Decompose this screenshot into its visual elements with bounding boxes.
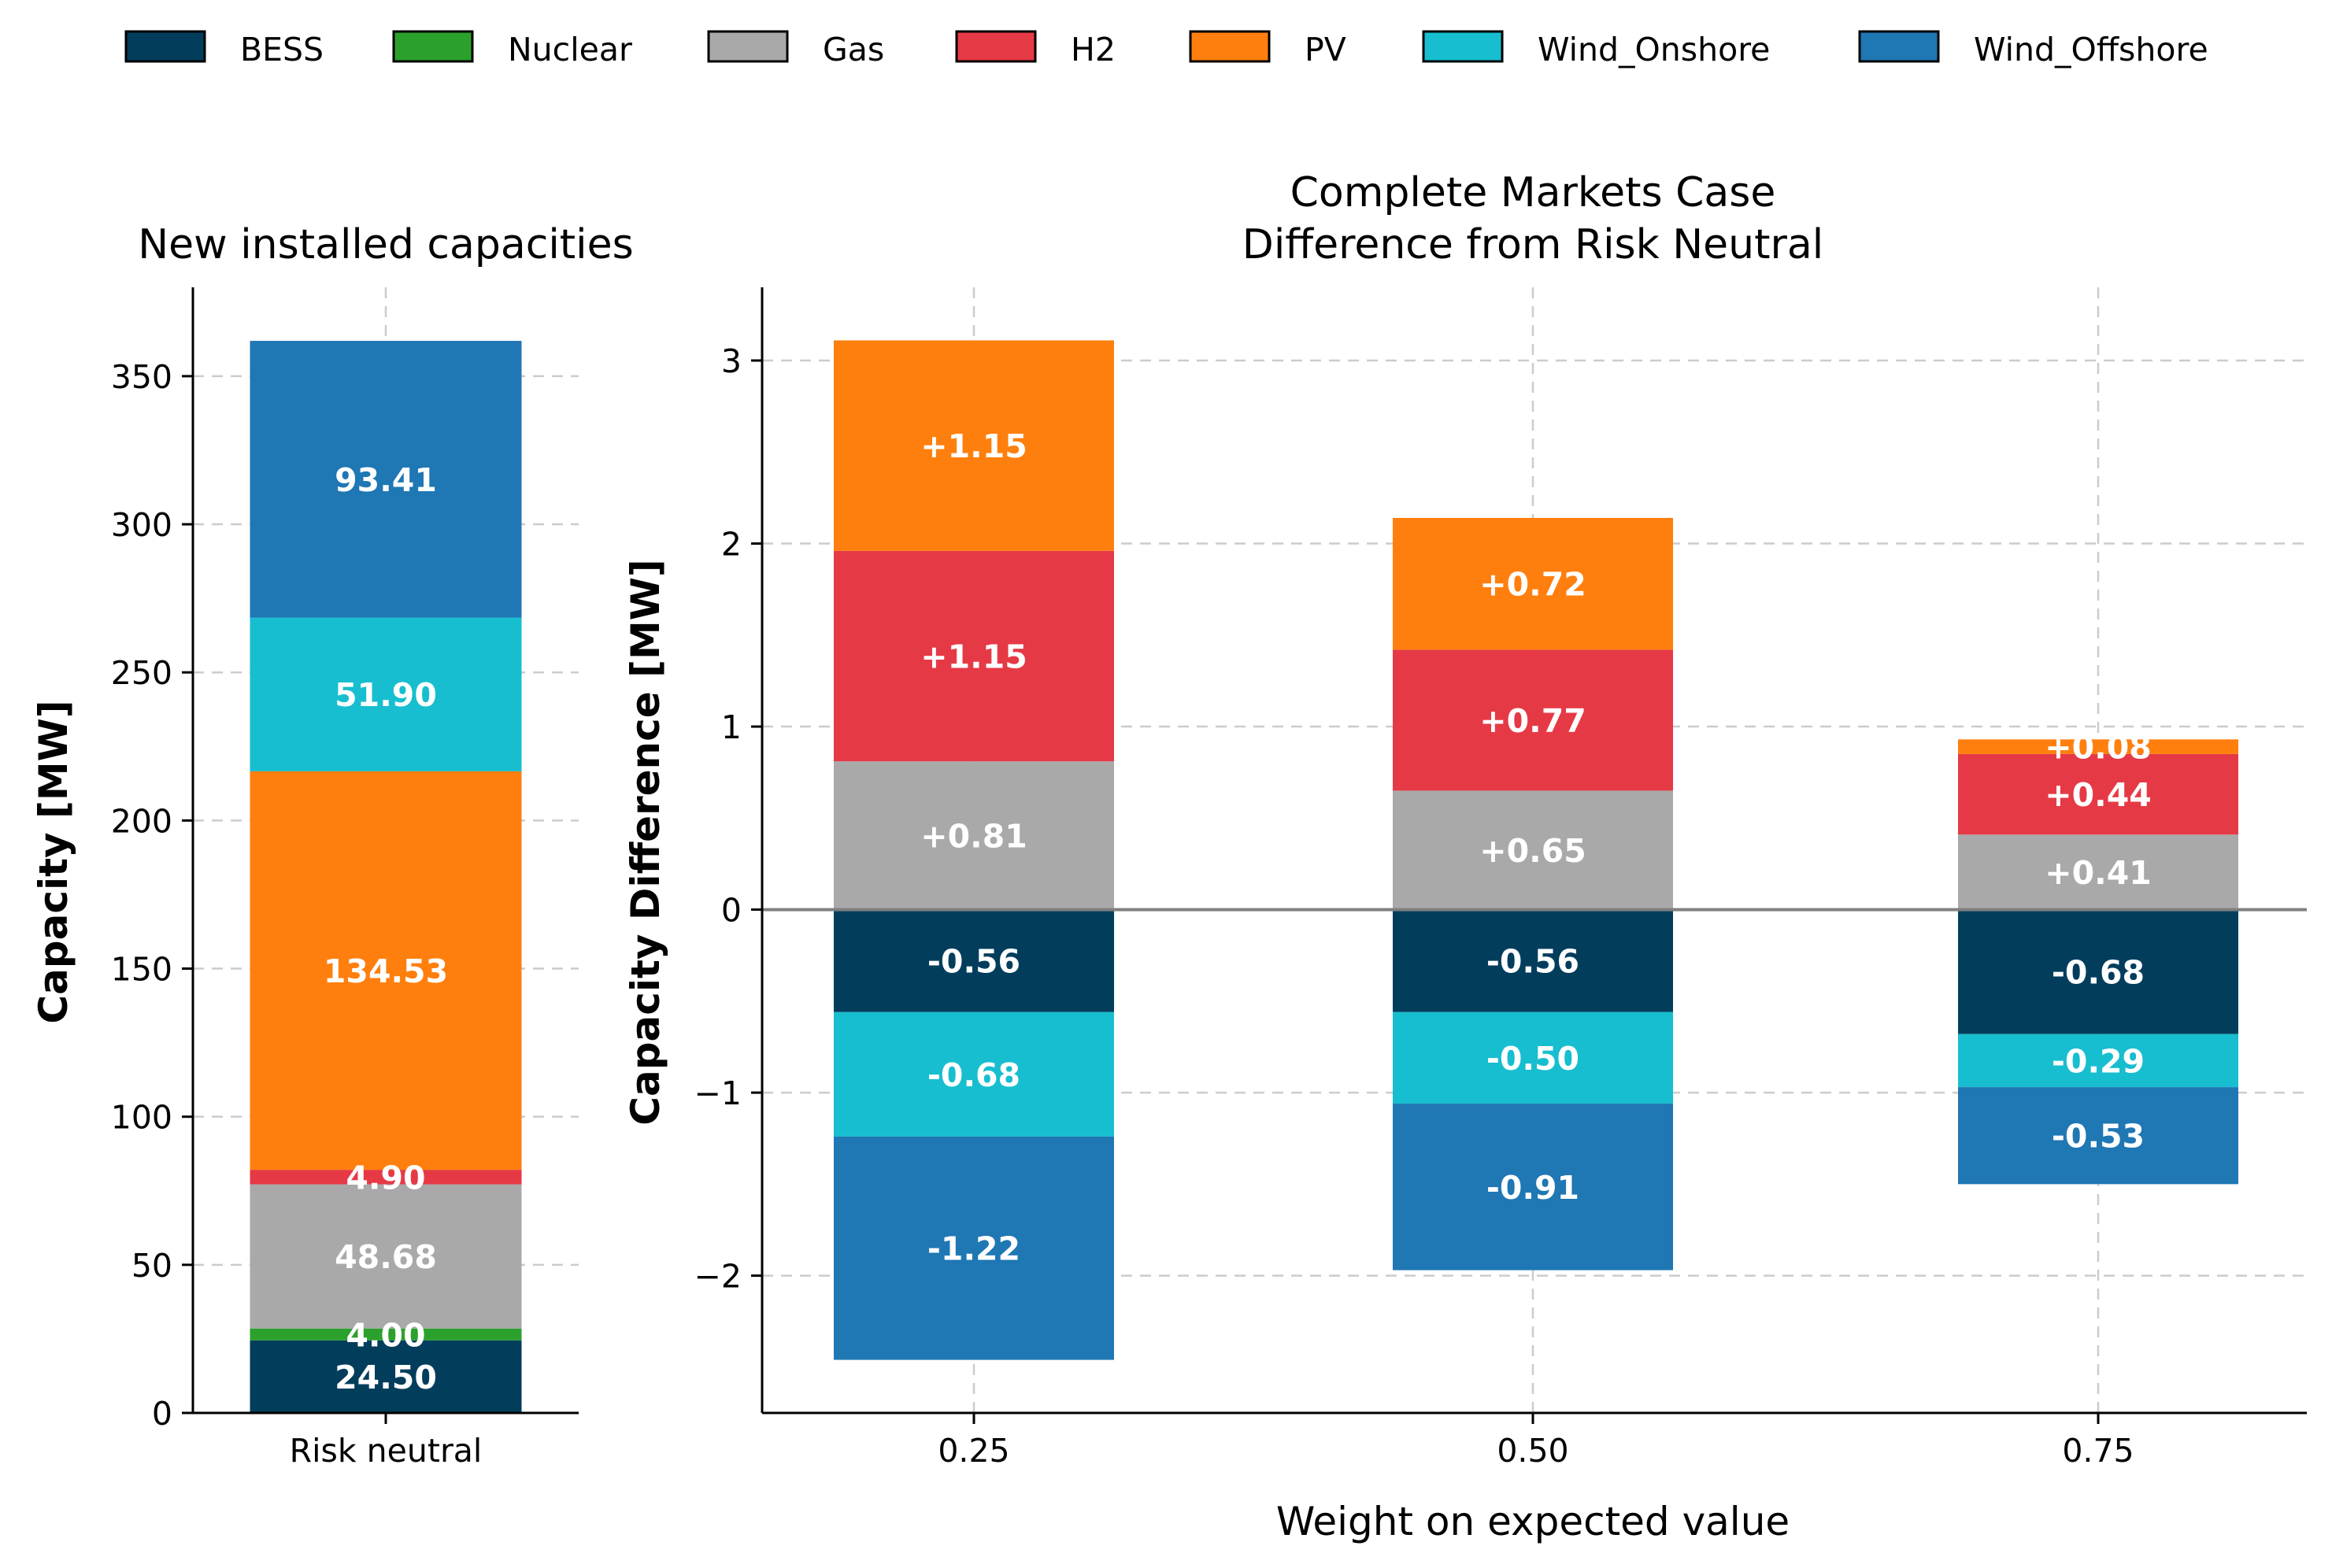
chart2-ytick-label: 0 bbox=[721, 892, 742, 930]
installed-capacity-chart: New installed capacities 24.50 4.00 48.68 4… bbox=[31, 221, 634, 1470]
chart1-data-label-h2: 4.90 bbox=[346, 1159, 425, 1196]
chart1-ytick-label: 350 bbox=[111, 358, 172, 396]
chart2-bar-bess bbox=[1958, 909, 2238, 1034]
chart1-bar-nuclear bbox=[250, 1328, 522, 1341]
chart2-data-label-h2: +0.44 bbox=[2045, 776, 2152, 814]
capacity-difference-chart: Complete Markets Case Difference from Ri… bbox=[623, 169, 2307, 1544]
legend-swatch-wind-onshore bbox=[1422, 30, 1504, 63]
chart2-ytick-label: 2 bbox=[721, 526, 742, 564]
legend-swatch-gas bbox=[707, 30, 789, 63]
chart2-bar-pv bbox=[1393, 517, 1673, 650]
legend-swatch-bess bbox=[124, 30, 206, 63]
chart2-xtick-label: 0.50 bbox=[1497, 1432, 1568, 1470]
chart2-bar-gas bbox=[834, 761, 1114, 910]
chart1-data-label-bess: 24.50 bbox=[335, 1359, 437, 1396]
chart2-data-label-bess: -0.68 bbox=[2052, 954, 2145, 992]
chart2-bar-wind-offshore bbox=[1393, 1104, 1673, 1270]
legend-label-wind-offshore: Wind_Offshore bbox=[1974, 31, 2208, 68]
chart2-data-label-gas: +0.81 bbox=[920, 817, 1027, 855]
legend-label-pv: PV bbox=[1305, 31, 1346, 68]
chart1-ytick-label: 100 bbox=[111, 1099, 172, 1137]
legend-label-wind-onshore: Wind_Onshore bbox=[1538, 31, 1770, 68]
chart1-bar-gas bbox=[250, 1184, 522, 1329]
chart1-ytick-label: 150 bbox=[111, 951, 172, 989]
chart1-bar-pv bbox=[250, 771, 522, 1170]
chart1-ylabel: Capacity [MW] bbox=[31, 700, 76, 1023]
chart2-data-label-wind-offshore: -1.22 bbox=[927, 1230, 1020, 1268]
chart2-xtick-label: 0.75 bbox=[2062, 1432, 2134, 1470]
chart2-bar-wind-onshore bbox=[1958, 1034, 2238, 1088]
chart2-ytick-label: −2 bbox=[694, 1258, 742, 1296]
chart1-bar-bess bbox=[250, 1340, 522, 1413]
chart2-bar-wind-offshore bbox=[1958, 1087, 2238, 1185]
legend-label-h2: H2 bbox=[1071, 31, 1116, 68]
chart2-bar-h2 bbox=[834, 550, 1114, 762]
chart2-bar-gas bbox=[1958, 834, 2238, 910]
chart2-ytick-label: −1 bbox=[694, 1074, 742, 1112]
chart2-data-label-gas: +0.41 bbox=[2045, 854, 2152, 892]
chart1-data-label-gas: 48.68 bbox=[335, 1238, 437, 1276]
legend-swatch-wind-offshore bbox=[1858, 30, 1940, 63]
chart1-data-label-nuclear: 4.00 bbox=[346, 1316, 425, 1354]
legend-label-bess: BESS bbox=[240, 31, 324, 68]
chart2-data-label-wind-onshore: -0.68 bbox=[927, 1056, 1020, 1094]
chart2-bar-wind-onshore bbox=[834, 1011, 1114, 1137]
chart2-title-line1: Complete Markets Case bbox=[1290, 169, 1776, 216]
legend-swatch-h2 bbox=[955, 30, 1037, 63]
chart2-bar-h2 bbox=[1958, 753, 2238, 835]
legend-label-gas: Gas bbox=[823, 31, 884, 68]
legend-label-nuclear: Nuclear bbox=[508, 31, 632, 68]
chart2-xtick-label: 0.25 bbox=[938, 1432, 1009, 1470]
legend: BESS Nuclear Gas H2 PV Wind_Onshore Wind_Offsh… bbox=[124, 30, 2208, 68]
chart2-data-label-h2: +0.77 bbox=[1479, 702, 1586, 740]
chart2-data-label-bess: -0.56 bbox=[927, 943, 1020, 981]
chart2-bar-bess bbox=[834, 909, 1114, 1012]
chart2-data-label-pv: +1.15 bbox=[920, 427, 1027, 465]
chart2-data-label-wind-offshore: -0.91 bbox=[1486, 1169, 1579, 1207]
chart2-data-label-h2: +1.15 bbox=[920, 638, 1027, 676]
chart2-data-label-bess: -0.56 bbox=[1486, 943, 1579, 981]
chart2-title-line2: Difference from Risk Neutral bbox=[1242, 221, 1823, 268]
chart2-ytick-label: 3 bbox=[721, 342, 742, 380]
chart2-data-label-pv: +0.72 bbox=[1479, 566, 1586, 604]
chart1-bar-h2 bbox=[250, 1170, 522, 1185]
chart2-data-label-pv: +0.08 bbox=[2045, 729, 2152, 767]
chart2-data-label-wind-offshore: -0.53 bbox=[2052, 1118, 2145, 1156]
chart2-ytick-label: 1 bbox=[721, 708, 742, 746]
chart2-bar-wind-offshore bbox=[834, 1136, 1114, 1360]
chart2-ylabel: Capacity Difference [MW] bbox=[623, 559, 668, 1125]
chart2-xlabel: Weight on expected value bbox=[1276, 1499, 1790, 1544]
chart2-data-label-wind-onshore: -0.29 bbox=[2052, 1042, 2145, 1080]
chart2-bar-h2 bbox=[1393, 649, 1673, 791]
chart2-bar-pv bbox=[834, 340, 1114, 551]
chart2-bar-gas bbox=[1393, 790, 1673, 910]
chart2-bar-pv bbox=[1958, 739, 2238, 754]
chart2-data-label-gas: +0.65 bbox=[1479, 832, 1586, 870]
chart1-ytick-label: 0 bbox=[152, 1395, 172, 1433]
chart1-ytick-label: 250 bbox=[111, 654, 172, 692]
chart1-ytick-label: 200 bbox=[111, 802, 172, 840]
chart1-data-label-wind-offshore: 93.41 bbox=[335, 461, 437, 499]
chart1-bar-wind-offshore bbox=[250, 341, 522, 618]
chart2-bar-bess bbox=[1393, 909, 1673, 1012]
legend-swatch-pv bbox=[1189, 30, 1271, 63]
chart1-data-label-wind-onshore: 51.90 bbox=[335, 676, 437, 714]
chart1-title: New installed capacities bbox=[138, 221, 633, 268]
chart1-ytick-label: 300 bbox=[111, 506, 172, 544]
legend-swatch-nuclear bbox=[392, 30, 474, 63]
chart2-bar-wind-onshore bbox=[1393, 1011, 1673, 1104]
chart2-data-label-wind-onshore: -0.50 bbox=[1486, 1040, 1579, 1078]
chart1-xtick-label: Risk neutral bbox=[290, 1432, 483, 1470]
chart1-ytick-label: 50 bbox=[131, 1247, 172, 1285]
chart1-bar-wind-onshore bbox=[250, 617, 522, 771]
chart1-data-label-pv: 134.53 bbox=[324, 952, 448, 990]
